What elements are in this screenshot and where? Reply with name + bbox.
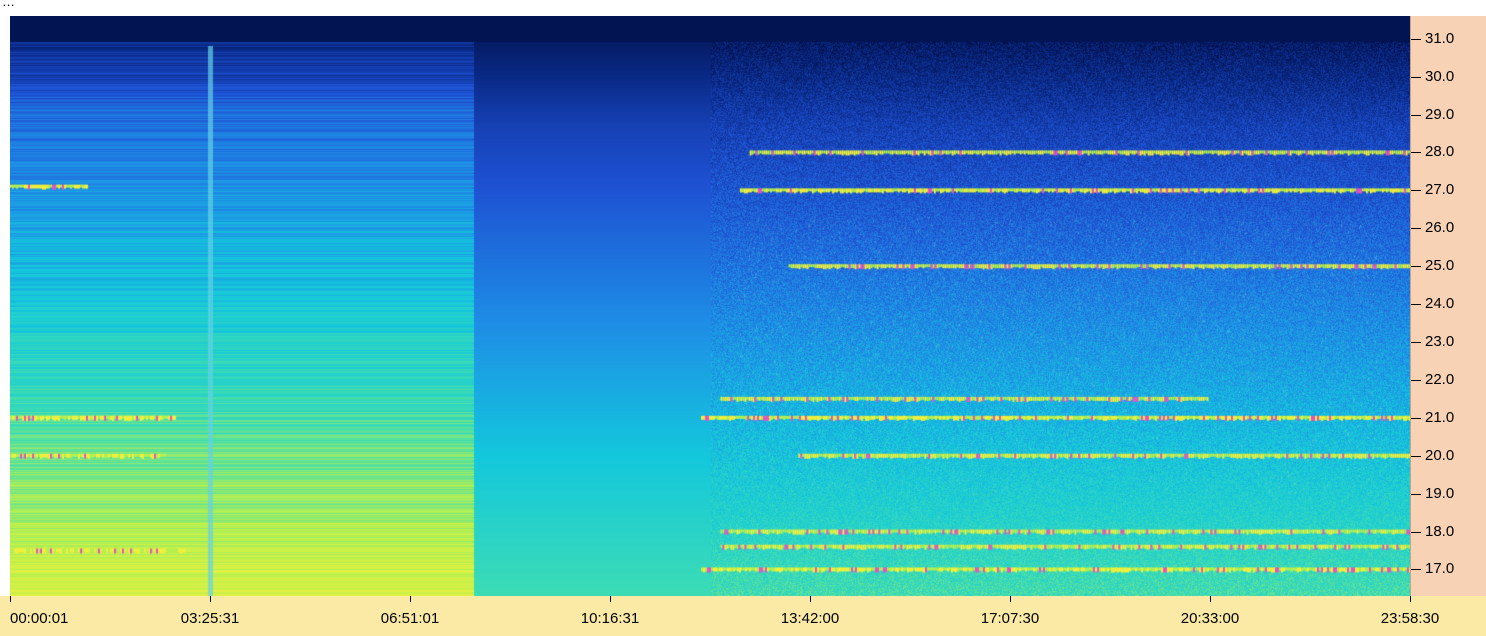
y-tick-label: 27.0 xyxy=(1425,181,1455,199)
x-tick-label: 13:42:00 xyxy=(780,610,840,627)
x-tick xyxy=(410,596,411,602)
x-tick xyxy=(1410,596,1411,602)
y-tick xyxy=(1411,417,1421,419)
y-tick xyxy=(1411,531,1421,533)
y-tick xyxy=(1411,342,1421,343)
y-tick-label: 26.0 xyxy=(1425,219,1455,237)
title-bar: … xyxy=(0,0,1486,16)
spectrogram-heatmap xyxy=(10,16,1410,596)
y-tick-label: 22.0 xyxy=(1425,370,1455,388)
x-tick xyxy=(10,596,11,602)
y-tick-label: 30.0 xyxy=(1425,67,1455,85)
x-tick xyxy=(1209,596,1211,602)
y-tick-label: 19.0 xyxy=(1425,484,1455,502)
y-tick xyxy=(1411,152,1421,154)
x-tick xyxy=(809,596,811,602)
x-tick xyxy=(1009,596,1011,602)
y-tick xyxy=(1411,266,1421,268)
y-tick-label: 31.0 xyxy=(1425,29,1455,47)
x-tick-label: 17:07:30 xyxy=(980,610,1040,627)
x-axis: 00:00:01 03:25:31 06:51:01 10:16:31 13:42:00… xyxy=(0,596,1486,636)
y-tick xyxy=(1411,228,1421,230)
y-tick-label: 17.0 xyxy=(1425,560,1455,578)
x-tick xyxy=(210,596,211,602)
y-tick-label: 28.0 xyxy=(1425,143,1455,161)
y-tick-label: 24.0 xyxy=(1425,295,1455,313)
y-tick-label: 25.0 xyxy=(1425,257,1455,275)
y-tick-label: 20.0 xyxy=(1425,446,1455,464)
y-tick xyxy=(1411,455,1421,457)
x-tick-label: 10:16:31 xyxy=(580,610,640,627)
y-tick xyxy=(1411,190,1421,192)
y-tick xyxy=(1411,114,1421,116)
x-tick xyxy=(610,596,611,602)
y-tick xyxy=(1411,493,1421,495)
y-tick-label: 29.0 xyxy=(1425,105,1455,123)
y-tick-label: 18.0 xyxy=(1425,522,1455,540)
x-tick-label: 03:25:31 xyxy=(180,610,240,627)
y-tick-label: 23.0 xyxy=(1425,333,1455,350)
y-tick xyxy=(1411,569,1421,571)
x-tick-label: 23:58:30 xyxy=(1380,610,1440,627)
x-tick-label: 06:51:01 xyxy=(380,610,440,627)
y-tick xyxy=(1411,379,1421,381)
y-tick-label: 21.0 xyxy=(1425,408,1455,426)
y-tick xyxy=(1411,304,1421,306)
spectrogram-plot[interactable] xyxy=(10,16,1410,596)
x-tick-label: 20:33:00 xyxy=(1180,610,1240,627)
chart-title: … xyxy=(2,0,15,9)
y-tick xyxy=(1411,76,1421,78)
y-tick xyxy=(1411,38,1421,40)
y-axis: 31.0 30.0 29.0 28.0 27.0 26.0 25.0 24.0 23.0 22.0… xyxy=(1410,16,1486,596)
x-tick-label: 00:00:01 xyxy=(10,610,69,627)
